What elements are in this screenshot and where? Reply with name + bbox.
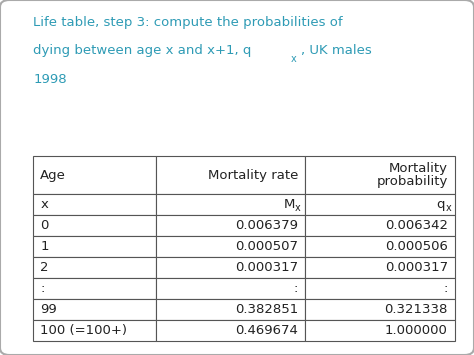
Bar	[155, 236, 305, 257]
Text: 0.321338: 0.321338	[384, 303, 448, 316]
Text: M: M	[284, 198, 295, 211]
Text: 0.006342: 0.006342	[385, 219, 448, 232]
Bar	[305, 215, 455, 236]
Bar	[305, 236, 455, 257]
Text: :: :	[294, 282, 298, 295]
Text: , UK males: , UK males	[301, 44, 372, 58]
Bar	[305, 299, 455, 320]
Text: 0: 0	[40, 219, 49, 232]
Bar	[305, 194, 455, 215]
Text: 0.469674: 0.469674	[235, 324, 298, 337]
Bar	[305, 320, 455, 341]
Bar	[155, 215, 305, 236]
Bar	[33, 215, 155, 236]
Text: 2: 2	[40, 261, 49, 274]
Bar	[33, 278, 155, 299]
Text: 1.000000: 1.000000	[385, 324, 448, 337]
Bar	[305, 156, 455, 194]
Text: x: x	[40, 198, 48, 211]
Text: :: :	[40, 282, 45, 295]
Text: 1: 1	[40, 240, 49, 253]
Text: x: x	[446, 203, 452, 213]
Text: q: q	[436, 198, 445, 211]
Text: 100 (=100+): 100 (=100+)	[40, 324, 128, 337]
Text: Mortality rate: Mortality rate	[208, 169, 298, 181]
Bar	[305, 278, 455, 299]
Bar	[155, 156, 305, 194]
Bar	[33, 236, 155, 257]
Bar	[33, 299, 155, 320]
Bar	[33, 194, 155, 215]
Bar	[33, 257, 155, 278]
Text: 99: 99	[40, 303, 57, 316]
Text: Mortality: Mortality	[389, 162, 448, 175]
Text: 1998: 1998	[33, 73, 67, 86]
Bar	[155, 320, 305, 341]
Bar	[155, 257, 305, 278]
Text: x: x	[295, 203, 301, 213]
Text: Life table, step 3: compute the probabilities of: Life table, step 3: compute the probabil…	[33, 16, 343, 29]
Text: :: :	[444, 282, 448, 295]
Bar	[155, 194, 305, 215]
Text: probability: probability	[376, 175, 448, 189]
Text: 0.006379: 0.006379	[235, 219, 298, 232]
Text: 0.000317: 0.000317	[235, 261, 298, 274]
Text: x: x	[291, 54, 296, 64]
Bar	[155, 299, 305, 320]
Text: Age: Age	[40, 169, 66, 181]
Bar	[305, 257, 455, 278]
Text: 0.000506: 0.000506	[385, 240, 448, 253]
Text: 0.000507: 0.000507	[235, 240, 298, 253]
Bar	[155, 278, 305, 299]
Text: 0.000317: 0.000317	[385, 261, 448, 274]
Text: dying between age x and x+1, q: dying between age x and x+1, q	[33, 44, 252, 58]
Bar	[33, 156, 155, 194]
Text: 0.382851: 0.382851	[235, 303, 298, 316]
Bar	[33, 320, 155, 341]
